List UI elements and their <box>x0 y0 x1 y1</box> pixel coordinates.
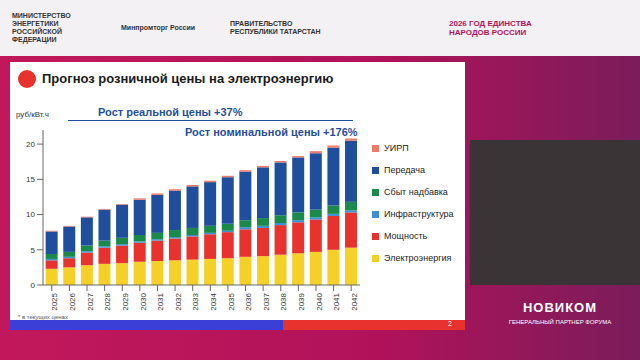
html-text:НОВИКОМ: НОВИКОМ <box>522 300 597 315</box>
svg-text:2027: 2027 <box>86 292 95 310</box>
svg-text:2029: 2029 <box>121 292 130 310</box>
svg-text:2038: 2038 <box>279 292 288 310</box>
html-text:руб/кВт.ч: руб/кВт.ч <box>16 110 49 119</box>
html-text:Минпромторг России: Минпромторг России <box>121 24 195 31</box>
svg-text:2041: 2041 <box>332 292 341 310</box>
svg-text:2025: 2025 <box>50 292 59 310</box>
html-text:* в текущих ценах: * в текущих ценах <box>18 314 68 320</box>
html-text:Передача: Передача <box>384 165 425 175</box>
svg-text:0: 0 <box>31 281 36 290</box>
svg-text:2034: 2034 <box>209 292 218 310</box>
html-text:Сбыт надбавка: Сбыт надбавка <box>384 187 448 197</box>
svg-text:15: 15 <box>26 175 35 184</box>
html-text:Инфраструктура: Инфраструктура <box>384 209 454 219</box>
html-text:2: 2 <box>448 320 452 327</box>
html-text:Рост реальной цены +37%: Рост реальной цены +37% <box>98 106 243 118</box>
svg-text:2042: 2042 <box>350 292 359 310</box>
svg-text:2028: 2028 <box>103 292 112 310</box>
html-text:ПРАВИТЕЛЬСТВО РЕСПУБЛИКИ ТАТАР: ПРАВИТЕЛЬСТВО РЕСПУБЛИКИ ТАТАРСТАН <box>230 20 321 35</box>
svg-text:5: 5 <box>31 246 36 255</box>
html-text:Рост номинальной цены +176%: Рост номинальной цены +176% <box>185 126 358 138</box>
html-text:МИНИСТЕРСТВО ЭНЕРГЕТИКИ РОССИЙ: МИНИСТЕРСТВО ЭНЕРГЕТИКИ РОССИЙСКОЙ ФЕДЕР… <box>12 11 71 43</box>
svg-text:2037: 2037 <box>262 292 271 310</box>
svg-text:10: 10 <box>26 210 35 219</box>
svg-text:2030: 2030 <box>139 292 148 310</box>
svg-text:2026: 2026 <box>68 292 77 310</box>
html-text:УИРП: УИРП <box>384 143 409 153</box>
svg-text:2032: 2032 <box>174 292 183 310</box>
svg-text:2036: 2036 <box>244 292 253 310</box>
svg-text:2031: 2031 <box>156 292 165 310</box>
html-text:Мощность: Мощность <box>384 231 428 241</box>
svg-text:20: 20 <box>26 140 35 149</box>
html-text:Прогноз розничной цены на элек: Прогноз розничной цены на электроэнергию <box>42 71 334 86</box>
svg-text:2033: 2033 <box>191 292 200 310</box>
html-text:ГЕНЕРАЛЬНЫЙ ПАРТНЕР ФОРУМА: ГЕНЕРАЛЬНЫЙ ПАРТНЕР ФОРУМА <box>508 319 612 325</box>
html-text:2026 ГОД ЕДИНСТВА НАРОДОВ РОСС: 2026 ГОД ЕДИНСТВА НАРОДОВ РОССИИ <box>449 18 532 37</box>
html-text:Электроэнергия: Электроэнергия <box>384 253 452 263</box>
svg-text:2035: 2035 <box>227 292 236 310</box>
svg-text:2039: 2039 <box>297 292 306 310</box>
svg-text:2040: 2040 <box>315 292 324 310</box>
